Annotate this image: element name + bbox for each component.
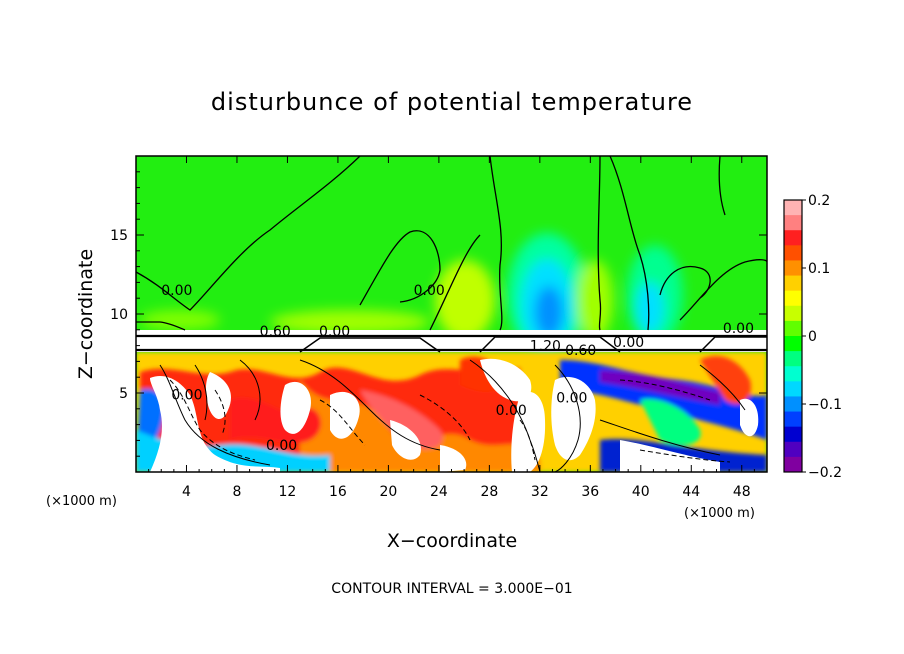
colorbar-swatch: [784, 442, 802, 458]
x-tick-label: 44: [682, 484, 700, 500]
x-tick-label: 32: [531, 484, 549, 500]
contour-label: 0.00: [319, 324, 350, 340]
chart-figure: disturbunce of potential temperature: [0, 0, 904, 654]
x-tick-label: 16: [329, 484, 347, 500]
x-tick-label: 40: [632, 484, 650, 500]
colorbar-swatch: [784, 200, 802, 216]
x-tick-label: 24: [430, 484, 448, 500]
y-tick-label: 15: [110, 228, 128, 244]
colorbar-swatch: [784, 457, 802, 473]
contour-interval-note: CONTOUR INTERVAL = 3.000E−01: [331, 581, 572, 597]
colorbar-tick-label: −0.1: [808, 397, 842, 413]
x-tick-label: 28: [480, 484, 498, 500]
contour-label: 0.60: [565, 343, 596, 359]
colorbar-swatch: [784, 412, 802, 428]
lower-anomaly-field: [136, 352, 767, 472]
contour-label: 1.20: [530, 338, 561, 354]
contour-label: 0.00: [723, 321, 754, 337]
colorbar-swatch: [784, 291, 802, 307]
colorbar-swatch: [784, 215, 802, 231]
x-tick-label: 8: [232, 484, 241, 500]
contour-label: 0.00: [266, 438, 297, 454]
colorbar-ticks: 0.2 0.1 0 −0.1 −0.2: [802, 193, 842, 481]
contour-label: 0.00: [613, 335, 644, 351]
contour-label: 0.00: [414, 283, 445, 299]
x-unit-left: (×1000 m): [46, 494, 117, 509]
x-unit-right: (×1000 m): [684, 506, 755, 521]
colorbar-tick-label: 0: [808, 329, 817, 345]
y-tick-label: 5: [119, 386, 128, 402]
colorbar-swatch: [784, 336, 802, 352]
chart-title: disturbunce of potential temperature: [211, 88, 693, 116]
colorbar-tick-label: 0.2: [808, 193, 830, 209]
colorbar-swatch: [784, 427, 802, 443]
contour-label: 0.00: [556, 390, 587, 406]
colorbar-swatch: [784, 366, 802, 382]
x-tick-label: 36: [581, 484, 599, 500]
colorbar-swatch: [784, 276, 802, 292]
colorbar-swatch: [784, 396, 802, 412]
colorbar-tick-label: 0.1: [808, 261, 830, 277]
contour-label: 0.00: [161, 283, 192, 299]
plot-area: 0.00 0.000.000.60 0.001.20 0.60 0.000.000.00…: [136, 156, 767, 472]
contour-label: 0.00: [171, 387, 202, 403]
x-tick-label: 12: [279, 484, 297, 500]
colorbar-swatch: [784, 351, 802, 367]
colorbar-swatch: [784, 306, 802, 322]
colorbar: [784, 200, 802, 473]
x-tick-label: 4: [182, 484, 191, 500]
x-axis-label: X−coordinate: [387, 530, 517, 552]
colorbar-swatch: [784, 230, 802, 246]
colorbar-swatch: [784, 381, 802, 397]
colorbar-swatch: [784, 260, 802, 276]
colorbar-swatch: [784, 321, 802, 337]
colorbar-tick-label: −0.2: [808, 465, 842, 481]
inversion-band: [136, 330, 767, 352]
colorbar-swatch: [784, 245, 802, 261]
x-tick-label: 48: [733, 484, 751, 500]
contour-label: 0.60: [260, 324, 291, 340]
y-axis-label: Z−coordinate: [75, 249, 97, 379]
contour-label: 0.00: [496, 403, 527, 419]
x-tick-label: 20: [379, 484, 397, 500]
y-tick-label: 10: [110, 307, 128, 323]
